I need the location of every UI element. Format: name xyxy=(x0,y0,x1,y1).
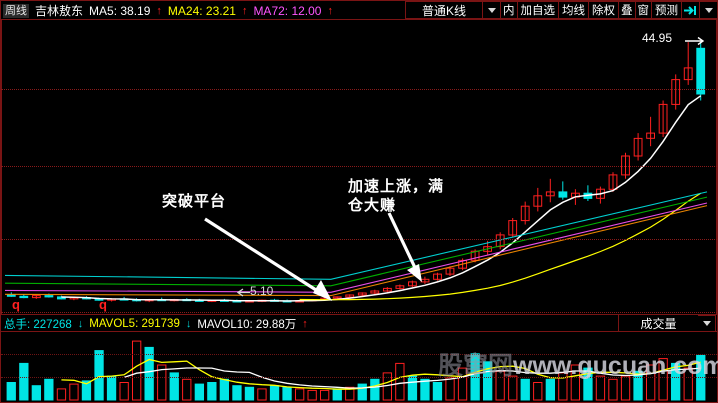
news-marker-q[interactable]: q xyxy=(99,297,107,312)
button-moving-average[interactable]: 均线 xyxy=(559,1,589,19)
chart-type-selector[interactable]: 普通K线 xyxy=(405,1,483,19)
button-nei[interactable]: 内 xyxy=(501,1,518,19)
button-adjust-rights[interactable]: 除权 xyxy=(589,1,619,19)
watermark-cn-text: 股窜网 xyxy=(438,352,514,380)
pane-left-border xyxy=(1,20,2,314)
volume-readouts: 总手: 227268 ↓ MAVOL5: 291739 ↓ MAVOL10: 2… xyxy=(4,316,308,331)
price-gridline xyxy=(1,239,717,240)
annotation-arrow-breakout xyxy=(204,217,332,301)
mavol10-readout: MAVOL10: 29.88万 xyxy=(197,318,297,331)
arrow-to-end-icon[interactable] xyxy=(682,1,700,19)
total-volume-down-arrow-icon: ↓ xyxy=(77,317,84,330)
ma5-up-arrow-icon: ↑ xyxy=(156,4,162,17)
chevron-down-icon xyxy=(702,321,711,326)
ma5-readout: MA5: 38.19 xyxy=(89,3,151,18)
volume-bar-series xyxy=(6,340,706,401)
price-chart-pane[interactable]: 44.95 5.10 q q 突破平台 加速上涨，满 仓大赚 xyxy=(1,20,717,314)
volume-header-bar: 总手: 227268 ↓ MAVOL5: 291739 ↓ MAVOL10: 2… xyxy=(1,314,717,332)
mavol10-up-arrow-icon: ↑ xyxy=(302,317,308,330)
low-price-pointer-icon xyxy=(237,288,250,297)
period-tag[interactable]: 周线 xyxy=(3,3,29,18)
mavol5-down-arrow-icon: ↓ xyxy=(185,317,192,330)
ma24-up-arrow-icon: ↑ xyxy=(241,4,248,17)
low-price-label: 5.10 xyxy=(250,284,274,298)
stock-name-label: 吉林敖东 xyxy=(35,4,84,18)
candlestick-series xyxy=(4,42,708,303)
button-window[interactable]: 窗 xyxy=(635,1,652,19)
top-toolbar: 周线 吉林敖东 MA5: 38.19 ↑ MA24: 23.21 ↑ MA72:… xyxy=(1,1,718,20)
watermark-url-text: www.gucuan.com xyxy=(513,352,718,380)
high-price-pointer-icon xyxy=(685,36,705,46)
volume-indicator-selector-group: 成交量 xyxy=(618,315,716,332)
annotation-breakout: 突破平台 xyxy=(162,193,227,210)
price-gridline xyxy=(1,89,717,90)
volume-gridline xyxy=(1,377,717,378)
chevron-down-icon xyxy=(487,7,496,13)
high-price-label: 44.95 xyxy=(642,31,673,45)
button-overlay[interactable]: 叠 xyxy=(619,1,636,19)
volume-indicator-selector[interactable]: 成交量 xyxy=(618,315,698,332)
button-add-favorite[interactable]: 加自选 xyxy=(517,1,559,19)
pane-right-border xyxy=(716,20,717,314)
button-forecast[interactable]: 预测 xyxy=(652,1,682,19)
annotation-accelerate: 加速上涨，满 仓大赚 xyxy=(348,178,445,214)
ma24-readout: MA24: 23.21 xyxy=(167,3,236,18)
news-marker-q[interactable]: q xyxy=(12,297,20,312)
more-options-dropdown-button[interactable] xyxy=(700,1,718,19)
total-volume-readout: 总手: 227268 xyxy=(4,318,72,331)
ma72-up-arrow-icon: ↑ xyxy=(327,4,333,17)
mavol5-readout: MAVOL5: 291739 xyxy=(89,317,180,330)
site-watermark: 股窜网www.gucuan.com xyxy=(438,346,718,382)
annotation-arrow-accelerate xyxy=(387,212,422,282)
toolbar-buttons: 普通K线 内 加自选 均线 除权 叠 窗 预测 xyxy=(405,1,718,19)
volume-dropdown-button[interactable] xyxy=(698,315,716,332)
volume-chart-pane[interactable] xyxy=(1,332,717,402)
chart-type-dropdown-button[interactable] xyxy=(483,1,501,19)
price-gridline xyxy=(1,312,717,313)
chevron-down-icon xyxy=(704,7,713,13)
quote-info-bar: 周线 吉林敖东 MA5: 38.19 ↑ MA24: 23.21 ↑ MA72:… xyxy=(3,2,333,19)
price-gridline xyxy=(1,166,717,167)
volume-gridline xyxy=(1,354,717,355)
ma72-readout: MA72: 12.00 xyxy=(253,3,322,18)
